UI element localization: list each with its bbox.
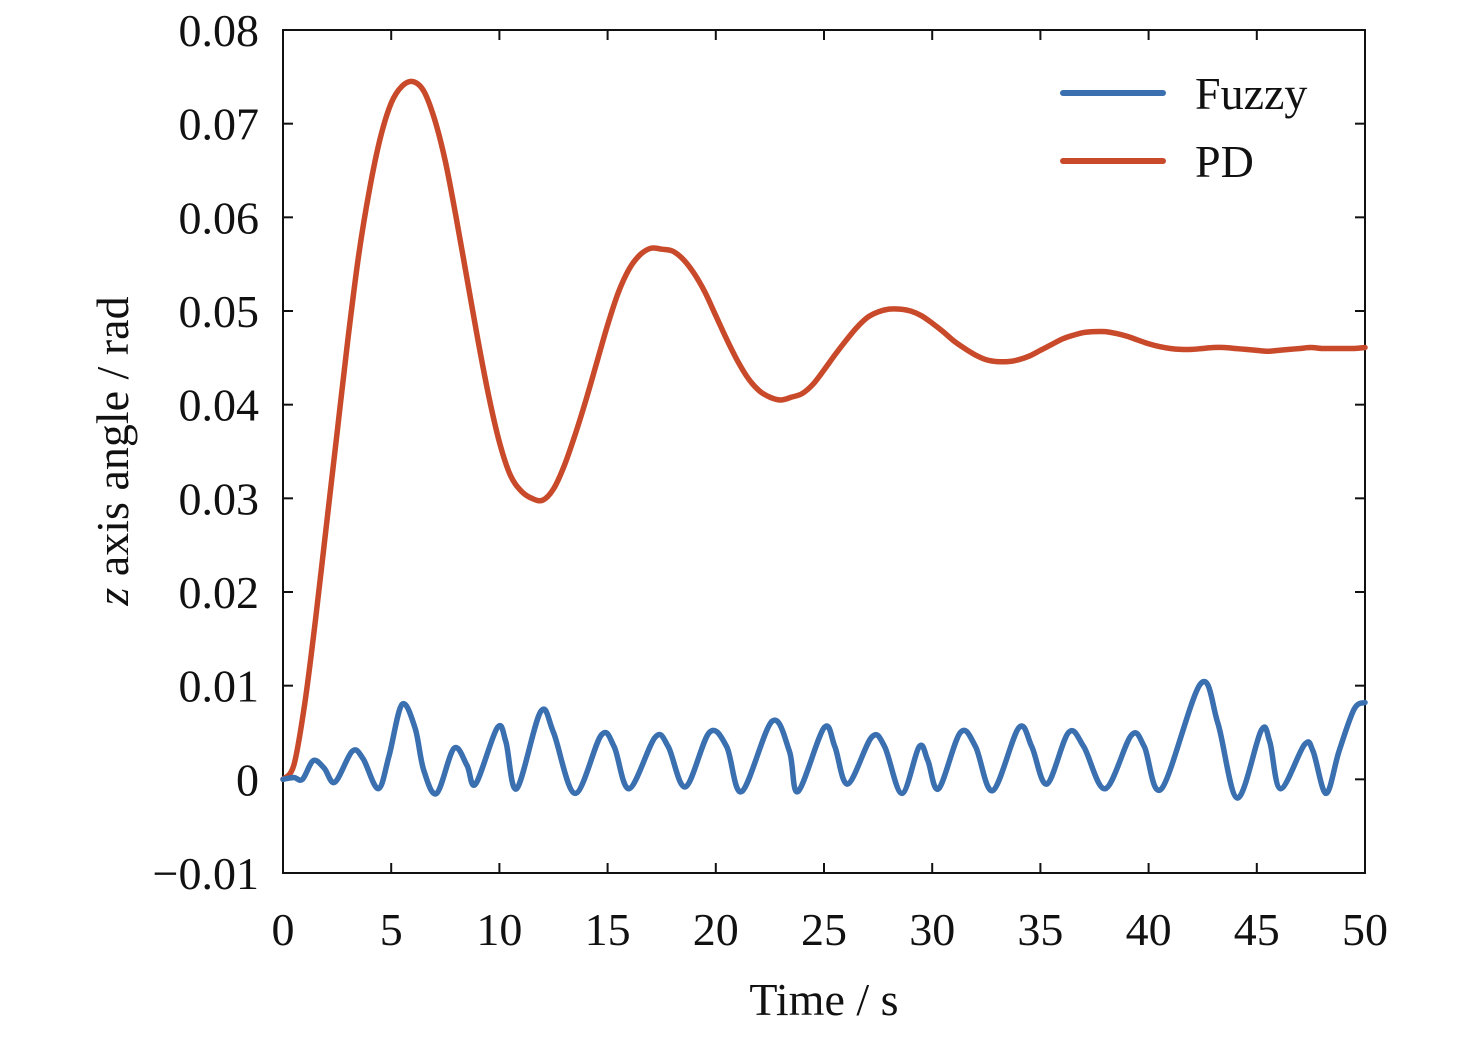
- y-tick-label: 0.06: [179, 192, 260, 243]
- y-axis-title-rest: axis angle / rad: [87, 296, 138, 587]
- y-tick-label: 0.02: [179, 567, 260, 618]
- y-tick-label: 0: [236, 754, 259, 805]
- y-tick-label: 0.01: [179, 661, 260, 712]
- y-tick-label: 0.05: [179, 286, 260, 337]
- x-tick-label: 40: [1126, 904, 1172, 955]
- x-tick-label: 30: [909, 904, 955, 955]
- series-line-fuzzy: [280, 678, 1368, 801]
- x-tick-label: 10: [476, 904, 522, 955]
- y-tick-label: −0.01: [153, 848, 259, 899]
- legend-label-fuzzy: Fuzzy: [1195, 68, 1307, 119]
- legend-label-pd: PD: [1195, 136, 1254, 187]
- y-axis-title: z axis angle / rad: [87, 296, 138, 606]
- x-tick-label: 35: [1017, 904, 1063, 955]
- x-tick-label: 25: [801, 904, 847, 955]
- y-tick-label: 0.04: [179, 380, 260, 431]
- y-axis-title-variable: z: [87, 588, 138, 607]
- axis-ticks: 0 5 10 15 20 25 30 35 40 45 50 −0.01 0 0.01 0.02 0.03 0.…: [153, 5, 1388, 955]
- x-tick-label: 5: [380, 904, 403, 955]
- x-tick-label: 15: [585, 904, 631, 955]
- series-layer: [280, 78, 1368, 801]
- x-axis-title: Time / s: [749, 974, 898, 1025]
- x-tick-label: 45: [1234, 904, 1280, 955]
- y-tick-label: 0.08: [179, 5, 260, 56]
- series-line-pd: [280, 78, 1368, 783]
- y-tick-label: 0.03: [179, 473, 260, 524]
- x-tick-label: 20: [693, 904, 739, 955]
- y-tick-label: 0.07: [179, 99, 260, 150]
- legend: Fuzzy PD: [1060, 68, 1307, 187]
- x-tick-label: 50: [1342, 904, 1388, 955]
- x-tick-label: 0: [272, 904, 295, 955]
